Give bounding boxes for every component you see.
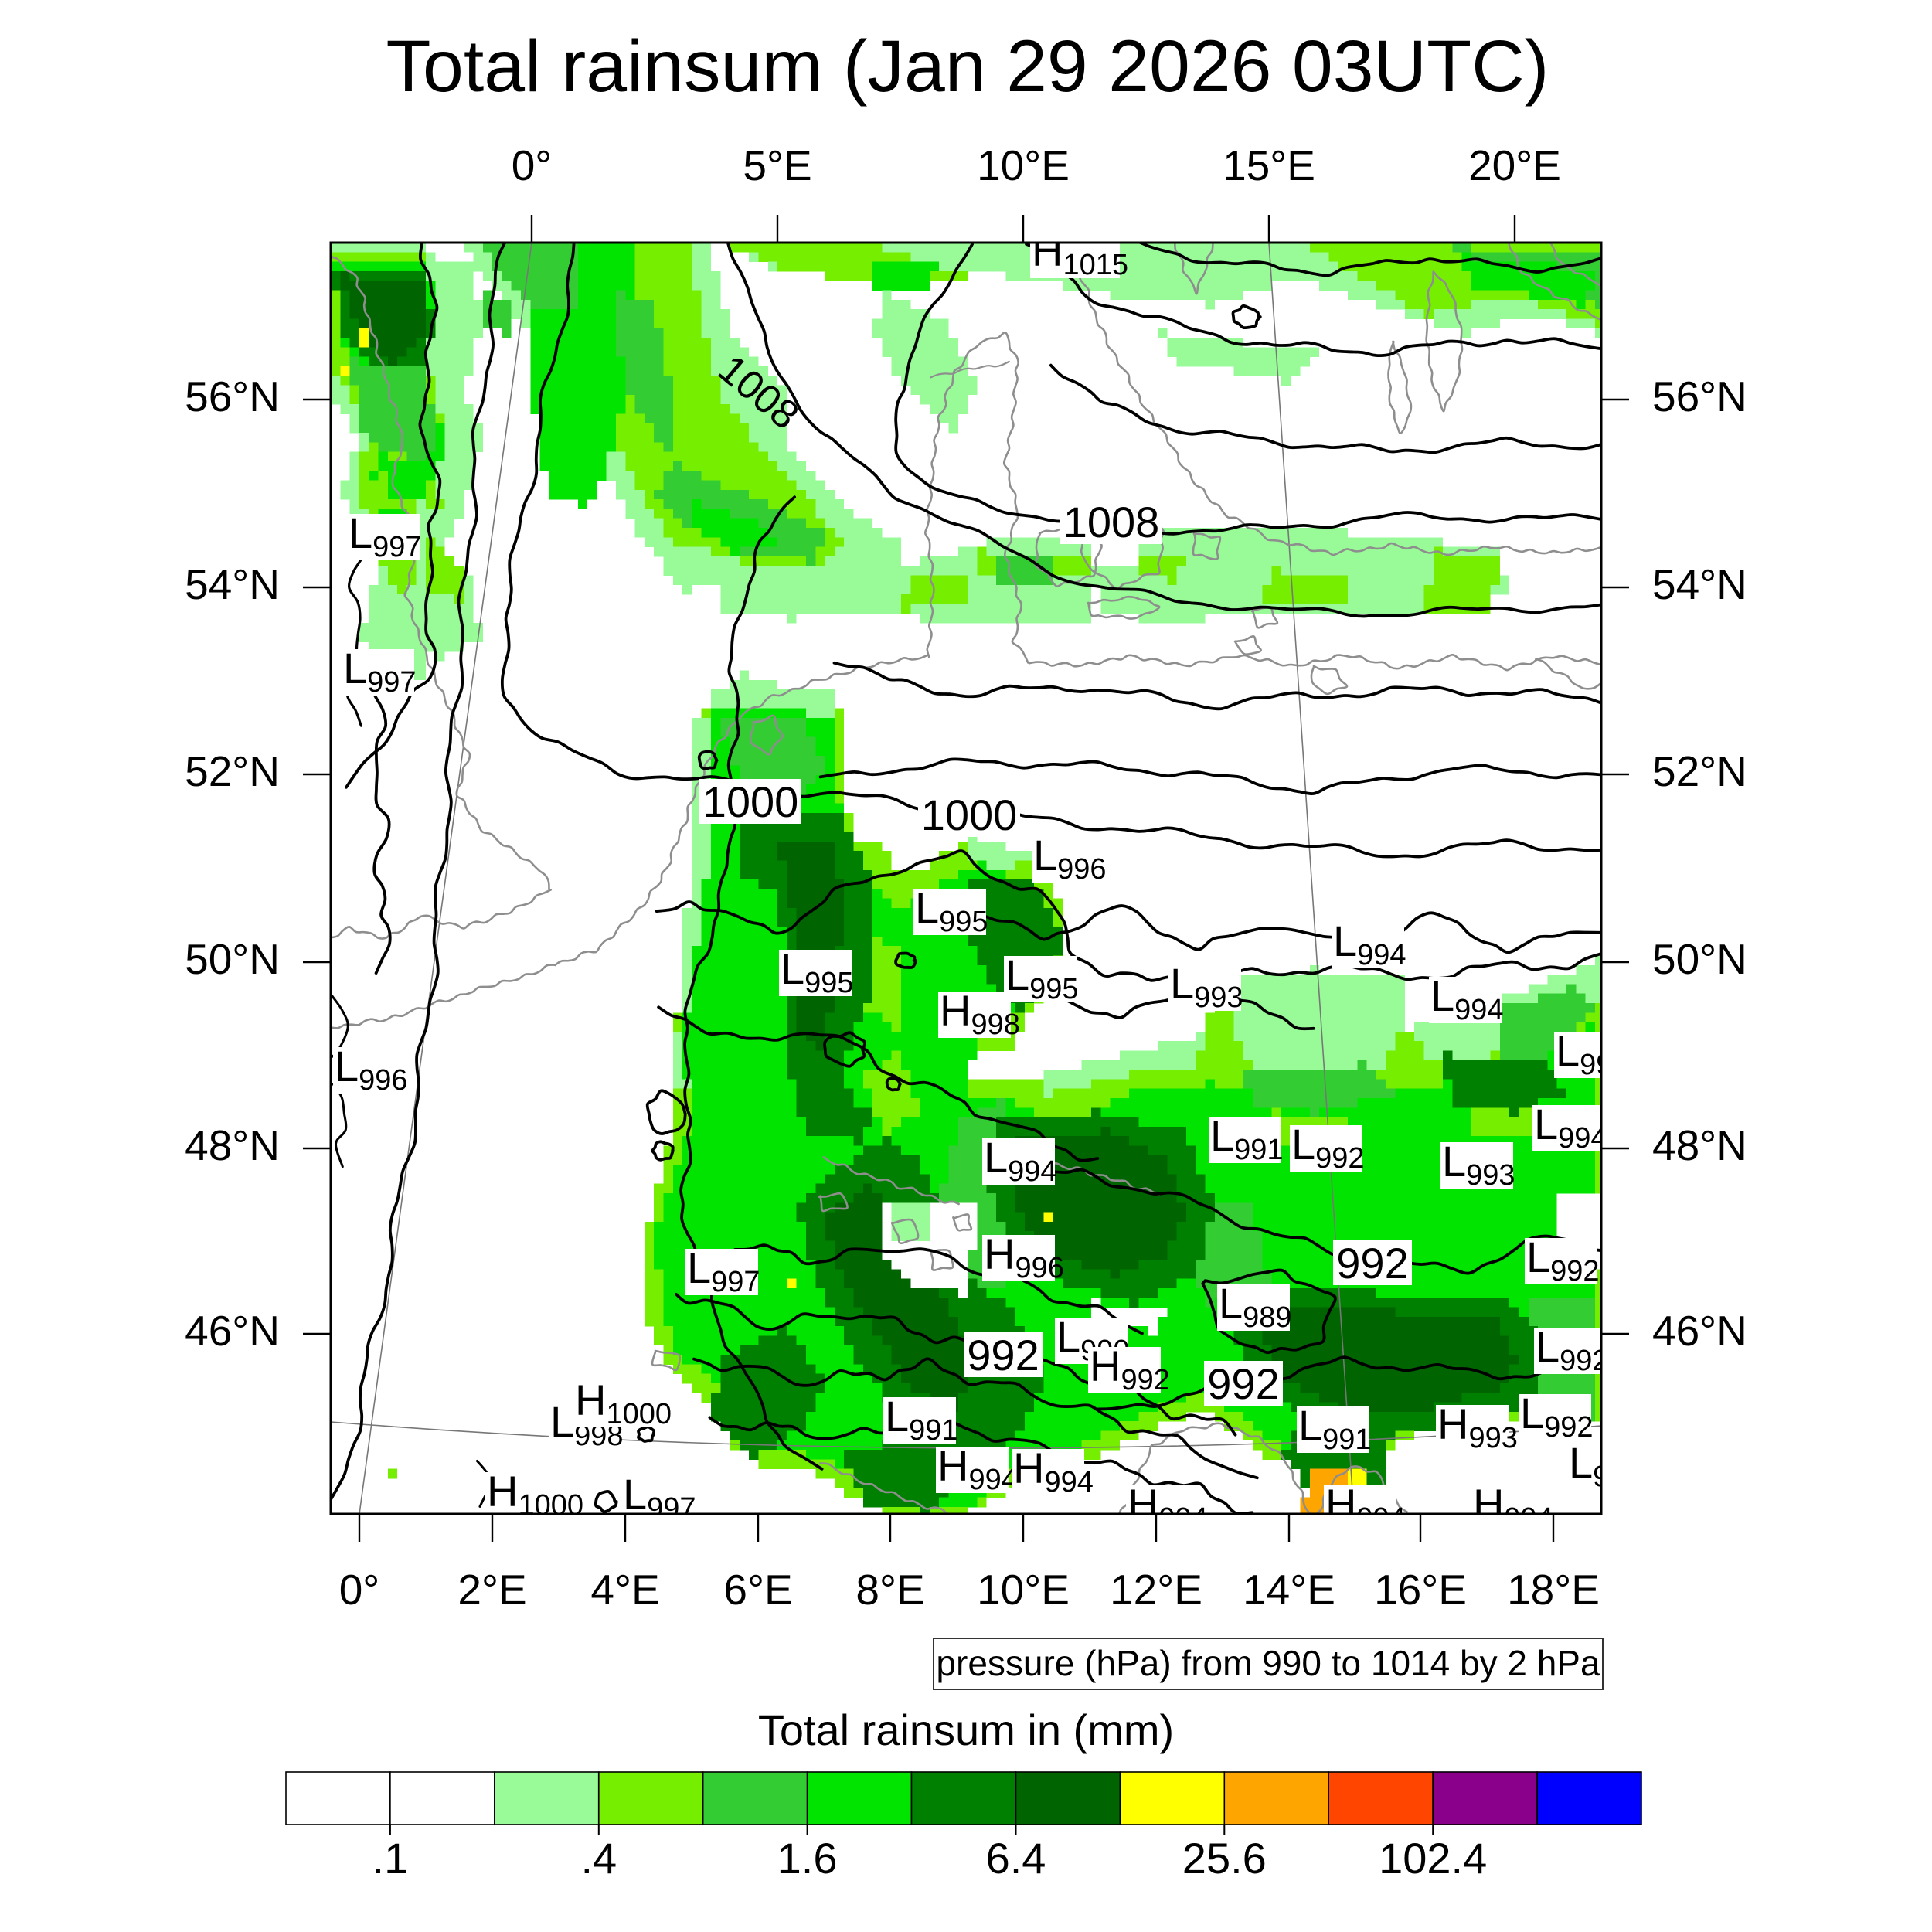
- svg-text:1000: 1000: [921, 791, 1018, 839]
- svg-text:4°E: 4°E: [590, 1566, 659, 1614]
- svg-text:L991: L991: [885, 1392, 958, 1447]
- svg-text:48°N: 48°N: [185, 1121, 280, 1169]
- svg-text:2°E: 2°E: [457, 1566, 526, 1614]
- svg-text:52°N: 52°N: [185, 747, 280, 795]
- svg-text:15°E: 15°E: [1223, 141, 1315, 189]
- svg-text:20°E: 20°E: [1468, 141, 1561, 189]
- svg-text:L995: L995: [1005, 951, 1079, 1005]
- svg-text:6°E: 6°E: [723, 1566, 792, 1614]
- svg-text:Total rainsum in (mm): Total rainsum in (mm): [758, 1706, 1174, 1754]
- svg-text:54°N: 54°N: [1652, 560, 1747, 608]
- svg-text:H1015: H1015: [1032, 226, 1128, 281]
- svg-text:50°N: 50°N: [1652, 935, 1747, 983]
- svg-text:50°N: 50°N: [185, 935, 280, 983]
- svg-text:L994: L994: [1556, 1026, 1629, 1081]
- svg-text:54°N: 54°N: [185, 560, 280, 608]
- svg-text:1.6: 1.6: [777, 1834, 838, 1883]
- svg-text:14°E: 14°E: [1243, 1566, 1335, 1614]
- svg-text:L997: L997: [687, 1243, 760, 1298]
- svg-text:102.4: 102.4: [1379, 1834, 1487, 1883]
- svg-text:56°N: 56°N: [1652, 372, 1747, 420]
- svg-text:0°: 0°: [339, 1566, 380, 1614]
- svg-text:10°E: 10°E: [977, 1566, 1070, 1614]
- svg-text:L993: L993: [1170, 959, 1243, 1014]
- svg-text:10°E: 10°E: [977, 141, 1070, 189]
- svg-text:.4: .4: [580, 1834, 617, 1883]
- svg-text:25.6: 25.6: [1182, 1834, 1267, 1883]
- svg-text:8°E: 8°E: [855, 1566, 924, 1614]
- svg-text:48°N: 48°N: [1652, 1121, 1747, 1169]
- svg-text:1008: 1008: [1063, 498, 1160, 546]
- svg-text:1000: 1000: [702, 777, 799, 826]
- svg-text:0°: 0°: [512, 141, 553, 189]
- svg-text:46°N: 46°N: [185, 1307, 280, 1355]
- svg-text:Total rainsum (Jan 29 2026 03U: Total rainsum (Jan 29 2026 03UTC): [386, 26, 1549, 107]
- svg-text:52°N: 52°N: [1652, 747, 1747, 795]
- svg-text:992: 992: [1207, 1359, 1279, 1408]
- svg-text:pressure (hPa) from 990 to 101: pressure (hPa) from 990 to 1014 by 2 hPa: [936, 1643, 1600, 1683]
- svg-text:16°E: 16°E: [1374, 1566, 1467, 1614]
- svg-text:5°E: 5°E: [743, 141, 811, 189]
- svg-text:992: 992: [967, 1331, 1039, 1379]
- svg-text:992: 992: [1336, 1239, 1408, 1287]
- svg-text:18°E: 18°E: [1507, 1566, 1600, 1614]
- svg-text:56°N: 56°N: [185, 372, 280, 420]
- svg-text:12°E: 12°E: [1110, 1566, 1202, 1614]
- svg-text:6.4: 6.4: [986, 1834, 1046, 1883]
- svg-text:46°N: 46°N: [1652, 1307, 1747, 1355]
- svg-text:.1: .1: [372, 1834, 409, 1883]
